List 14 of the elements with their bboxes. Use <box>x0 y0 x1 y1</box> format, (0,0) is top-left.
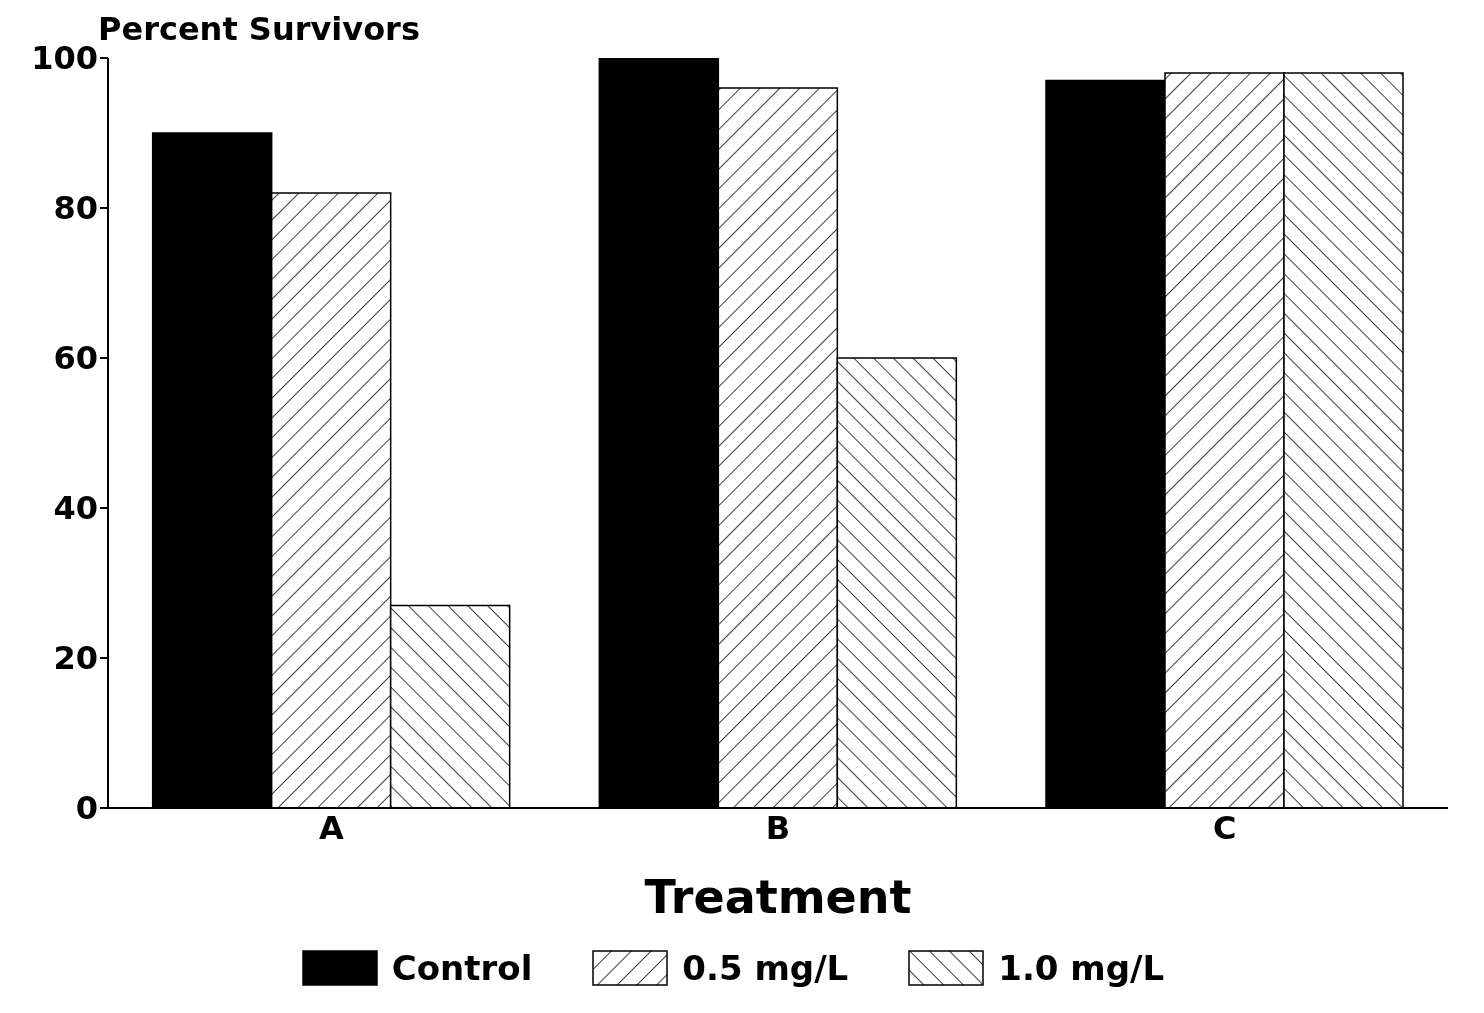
y-axis-title: Percent Survivors <box>98 10 420 48</box>
y-tick-label: 0 <box>75 789 98 828</box>
legend-label: Control <box>391 948 533 988</box>
y-tick-label: 100 <box>31 39 98 78</box>
y-tick-label: 20 <box>53 639 98 678</box>
y-tick-label: 40 <box>53 489 98 528</box>
x-tick-label: B <box>765 808 791 847</box>
legend-label: 1.0 mg/L <box>998 948 1165 988</box>
y-tick-label: 60 <box>53 339 98 378</box>
y-tick-label: 80 <box>53 189 98 228</box>
legend-label: 0.5 mg/L <box>682 948 849 988</box>
x-tick-label: C <box>1212 808 1237 847</box>
x-tick-label: A <box>318 808 344 847</box>
x-axis-title: Treatment <box>644 870 912 924</box>
